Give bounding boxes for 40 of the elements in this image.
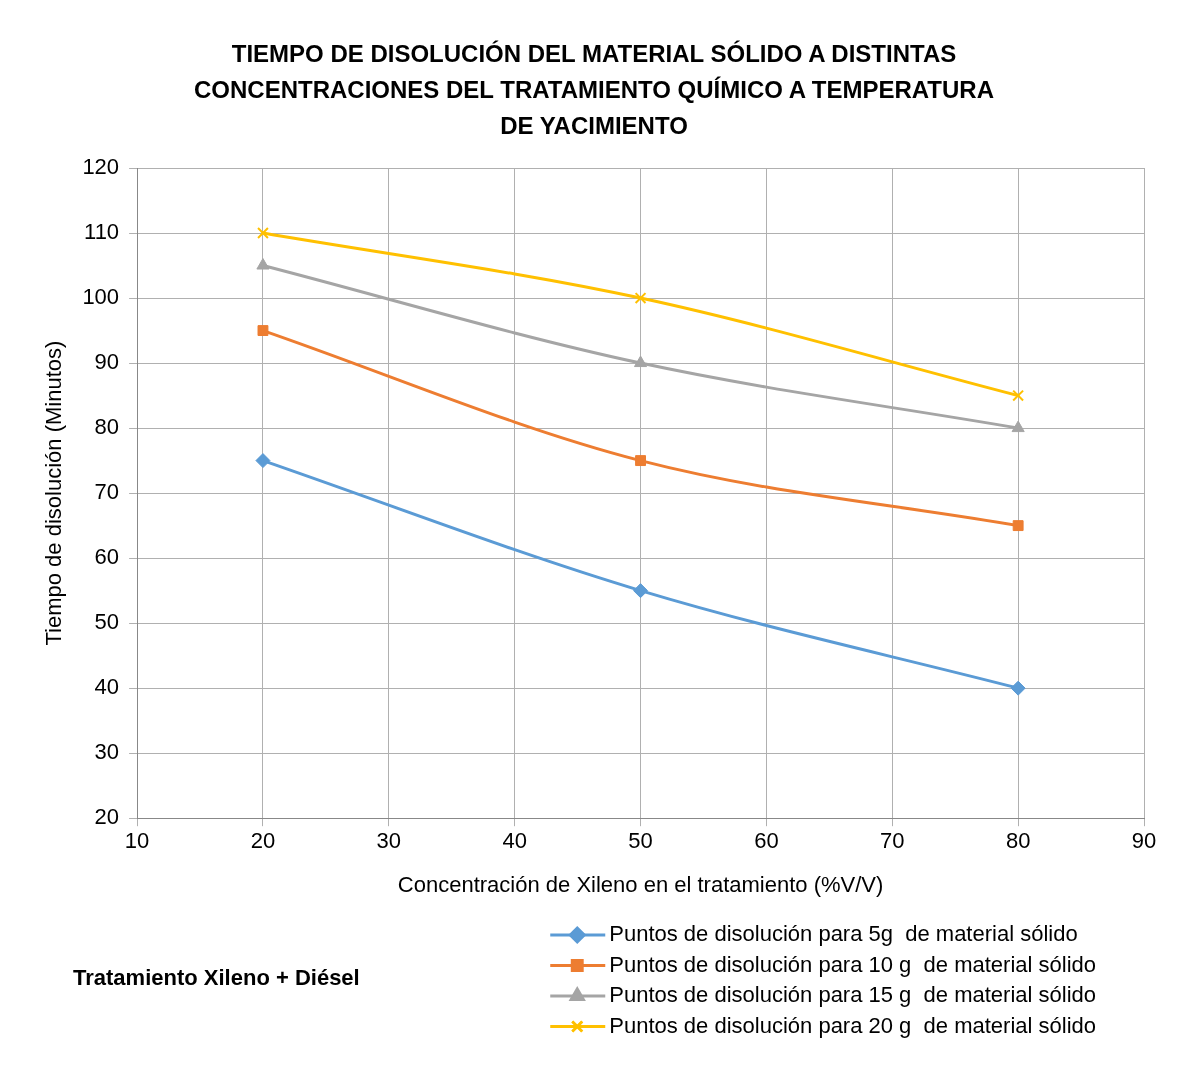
y-tick-label: 60 — [94, 544, 120, 570]
x-tick-label: 20 — [250, 828, 276, 854]
x-tick-label: 40 — [502, 828, 527, 854]
y-tick-label: 110 — [84, 219, 120, 245]
y-tick-label: 100 — [82, 284, 120, 310]
chart-title: TIEMPO DE DISOLUCIÓN DEL MATERIAL SÓLIDO A DISTINTAS CONCENTRACIONES DEL TRATAMIENTO QUÍMICO A TEMPERATURA DE YACIMIENTO — [194, 39, 994, 141]
point — [1012, 389, 1025, 402]
text: Tratamiento Xileno + Diésel — [73, 965, 360, 991]
y-tick-label: 70 — [94, 479, 120, 505]
y-tick-label: 90 — [94, 349, 120, 375]
point — [1011, 420, 1025, 433]
x-axis-title: Concentración de Xileno en el tratamiento (%V/V) — [397, 871, 884, 897]
x-tick-label: 80 — [1005, 828, 1031, 854]
legend-label: Puntos de disolución para 10 g de material sólido — [609, 951, 1096, 977]
y-axis-title: Tiempo de disolución (Minutos) — [41, 340, 67, 646]
x-tick-label: 70 — [880, 828, 905, 854]
point — [633, 355, 648, 368]
y-tick-label: 80 — [94, 414, 120, 440]
x-tick-label: 30 — [376, 828, 402, 854]
legend-label: Puntos de disolución para 5g de material sólido — [609, 921, 1078, 947]
legend-label: Puntos de disolución para 20 g de material sólido — [609, 1012, 1096, 1038]
point — [635, 455, 646, 467]
point — [1012, 520, 1024, 532]
point — [257, 325, 269, 336]
x-tick-label: 60 — [754, 828, 779, 854]
y-tick-label: 30 — [94, 739, 120, 765]
y-tick-label: 20 — [94, 804, 120, 830]
point — [1010, 680, 1026, 696]
legend-label: Puntos de disolución para 15 g de material sólido — [609, 982, 1096, 1008]
x-tick-label: 10 — [124, 828, 150, 854]
y-tick-label: 40 — [94, 674, 120, 700]
point — [255, 453, 271, 469]
point — [633, 583, 649, 599]
x-tick-label: 90 — [1131, 828, 1157, 854]
y-tick-label: 120 — [82, 154, 120, 180]
point — [256, 258, 270, 270]
y-tick-label: 50 — [94, 609, 120, 635]
point — [634, 292, 647, 304]
point — [257, 227, 269, 239]
x-tick-label: 50 — [628, 828, 653, 854]
